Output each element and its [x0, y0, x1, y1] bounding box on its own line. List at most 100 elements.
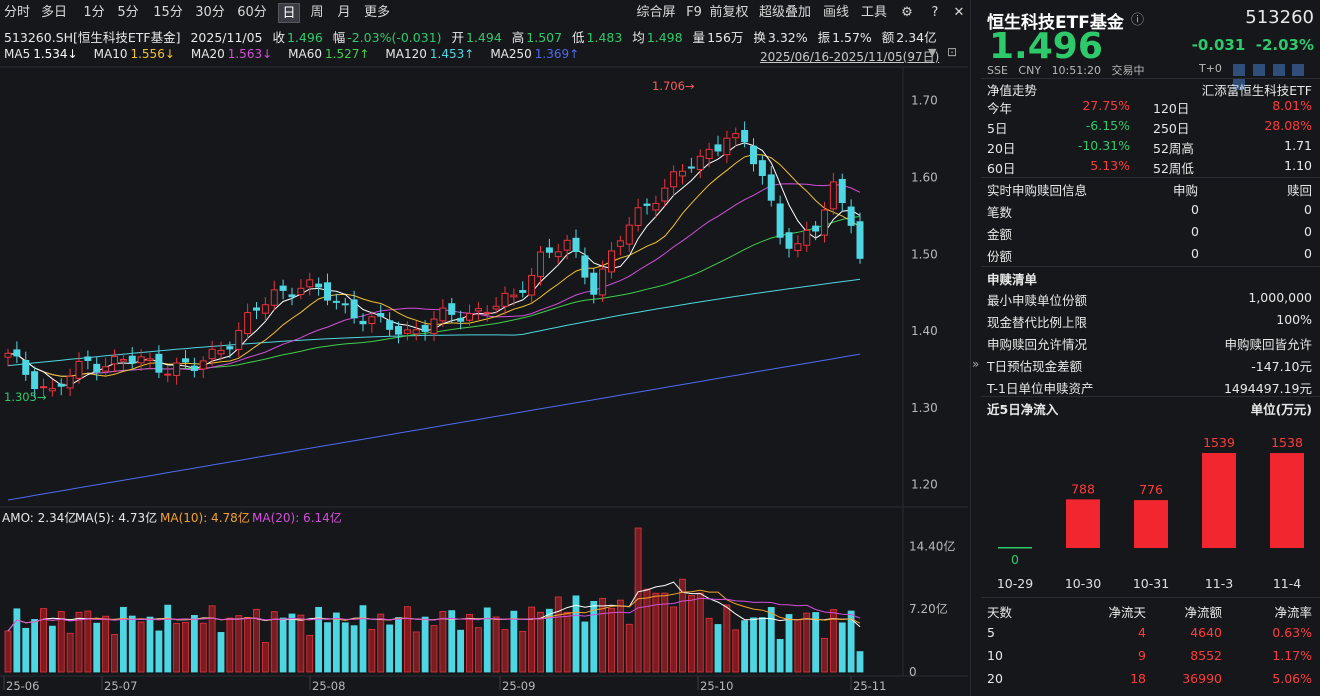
- volume-bar: [563, 611, 571, 673]
- flow-cell: 1.17%: [1272, 648, 1312, 663]
- volume-bar: [599, 597, 607, 673]
- lock-icon[interactable]: [1272, 63, 1285, 76]
- close-label: 收: [272, 30, 285, 45]
- sub-head-buy: 申购: [1173, 183, 1199, 198]
- toolbar-button[interactable]: F9: [686, 5, 702, 20]
- collapse-arrow-icon[interactable]: »: [972, 357, 980, 371]
- flow-cell: 18: [1130, 671, 1146, 686]
- flow-bar: [1202, 453, 1236, 548]
- low-annotation: 1.305→: [4, 390, 47, 404]
- flow-date-label: 10-30: [1065, 576, 1101, 591]
- toolbar-button[interactable]: 超级叠加: [758, 5, 811, 20]
- candle-body: [732, 133, 740, 139]
- period-tab[interactable]: 月: [337, 5, 351, 20]
- volume-legend: AMO: 2.34亿: [2, 510, 76, 525]
- candle-body: [483, 311, 491, 314]
- info-icon[interactable]: ⓘ: [1131, 13, 1145, 28]
- price-tick-label: 1.50: [911, 247, 938, 261]
- candle-body: [279, 285, 287, 291]
- period-tab[interactable]: 更多: [363, 5, 390, 20]
- note-icon[interactable]: [1292, 63, 1305, 76]
- period-tab[interactable]: 5分: [117, 5, 139, 20]
- stat-cell: 20日: [987, 141, 1016, 156]
- toolbar-button[interactable]: 前复权: [709, 5, 749, 20]
- candle-body: [794, 243, 802, 251]
- expand-icon[interactable]: ⊡: [947, 45, 958, 59]
- period-tab[interactable]: 分时: [3, 5, 30, 20]
- level2-icon[interactable]: [1233, 63, 1245, 76]
- period-tab[interactable]: 15分: [153, 5, 183, 20]
- amt-label: 额: [881, 30, 895, 45]
- period-tab[interactable]: 60分: [237, 5, 267, 20]
- flow-bar: [1270, 453, 1304, 548]
- range-dropdown-icon[interactable]: ▼: [928, 46, 937, 59]
- period-tab[interactable]: 1分: [83, 5, 105, 20]
- turn-label: 换: [753, 30, 766, 45]
- volume-bar: [173, 622, 181, 673]
- volume-bar: [519, 630, 527, 673]
- list-row: 申购赎回允许情况 申购赎回皆允许: [987, 334, 1312, 352]
- volume-bar: [483, 607, 491, 673]
- period-tab[interactable]: 周: [310, 5, 324, 20]
- quick-icons: [1233, 62, 1320, 90]
- volume-bar: [377, 613, 385, 673]
- volume-bar: [812, 612, 820, 673]
- volume-bar: [84, 610, 92, 673]
- flow-cell: 20: [987, 671, 1003, 686]
- period-tab[interactable]: 日: [278, 3, 300, 23]
- candle-body: [679, 170, 686, 177]
- toolbar-button[interactable]: 综合屏: [636, 5, 676, 20]
- volume-bar: [794, 618, 802, 673]
- quote-panel: 恒生科技ETF基金 ⓘ 513260 1.496 -0.031 -2.03% S…: [970, 0, 1320, 696]
- candle-body: [306, 279, 314, 288]
- date-label: 2025/11/05: [190, 30, 263, 45]
- quote-time: 10:51:20: [1051, 64, 1101, 77]
- close-icon[interactable]: ✕: [953, 5, 965, 20]
- flow-value-label: 788: [1071, 481, 1095, 496]
- date-range[interactable]: 2025/06/16-2025/11/05(97日): [760, 50, 940, 64]
- alert-icon[interactable]: [1252, 63, 1265, 76]
- volume-bar: [208, 605, 216, 673]
- candle-body: [57, 383, 65, 387]
- candle-body: [537, 251, 544, 277]
- high-value: 1.507: [526, 30, 563, 45]
- volume-bar: [199, 622, 207, 673]
- volume-bar: [270, 611, 278, 673]
- nav-fund-name[interactable]: 汇添富恒生科技ETF: [1201, 83, 1312, 98]
- stat-cell: 28.08%: [1264, 118, 1312, 133]
- candle-body: [750, 145, 757, 165]
- stat-cell: 250日: [1153, 121, 1190, 136]
- volume-bar: [395, 617, 402, 673]
- candle-body: [528, 274, 536, 296]
- volume-bar: [146, 616, 154, 673]
- volume-tick-label: 7.20亿: [909, 601, 948, 616]
- divider: [981, 266, 1320, 267]
- ma-label: MA250: [490, 47, 532, 61]
- period-tab[interactable]: 30分: [195, 5, 225, 20]
- candle-body: [84, 356, 92, 361]
- candle-body: [590, 272, 598, 295]
- more-icon[interactable]: [1233, 77, 1245, 90]
- candle-body: [803, 229, 811, 246]
- toolbar-button[interactable]: 工具: [860, 5, 887, 20]
- volume-bar: [128, 615, 136, 673]
- candle-body: [40, 386, 47, 389]
- flow-table-row: 10 9 8552 1.17%: [987, 648, 1312, 666]
- gear-icon[interactable]: ⚙: [901, 5, 913, 20]
- ma-label: MA60: [288, 47, 322, 61]
- volume-bar: [155, 630, 163, 673]
- ma-line: [7, 142, 861, 386]
- nav-stat-row: 60日 5.13% 52周低 1.10: [987, 158, 1312, 176]
- flow-title: 近5日净流入: [987, 402, 1059, 417]
- toolbar-button[interactable]: 画线: [822, 5, 849, 20]
- volume-bar: [315, 606, 323, 673]
- period-tab[interactable]: 多日: [40, 5, 67, 20]
- volume-bar: [40, 608, 47, 673]
- volume-bar: [4, 630, 12, 673]
- help-icon[interactable]: ?: [931, 5, 939, 20]
- volume-bar: [856, 651, 864, 673]
- candle-body: [315, 283, 323, 288]
- sub-cell: 0: [1191, 224, 1199, 239]
- volume-bar: [48, 625, 56, 673]
- avg-value: 1.498: [646, 30, 683, 45]
